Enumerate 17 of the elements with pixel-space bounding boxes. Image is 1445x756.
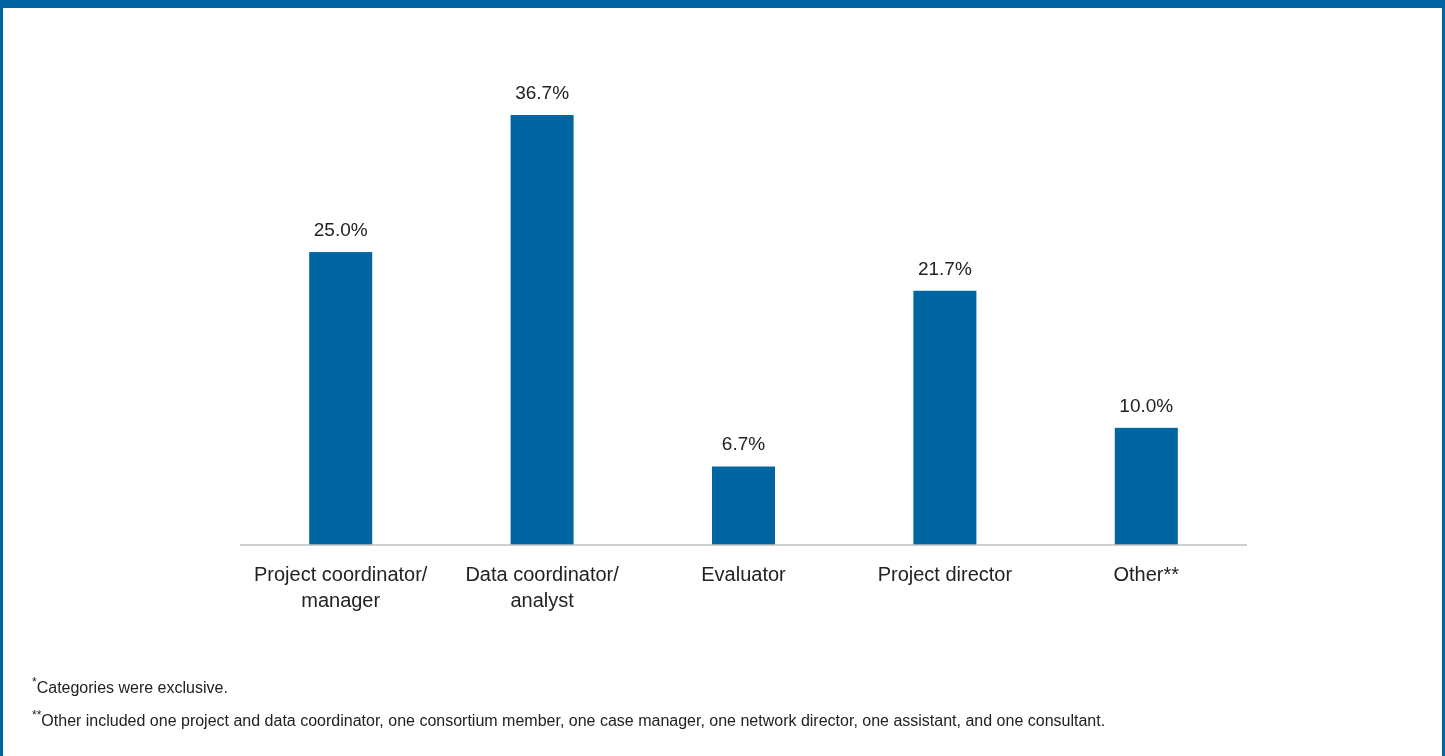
text: $^{**}$Other included one project and data coordinator, one consortium member, one case manager, one network director, one assistant, and one consultant.: [32, 708, 1106, 729]
bar: [510, 115, 574, 545]
data-label: 36.7%: [515, 82, 570, 103]
x-tick-label: Evaluator: [701, 563, 787, 585]
data-label: 25.0%: [313, 219, 368, 241]
bar: [712, 466, 775, 545]
x-tick-label: Project director: [877, 563, 1013, 585]
data-label: 10.0%: [1119, 394, 1174, 416]
data-label: 21.7%: [917, 257, 972, 279]
bar: [913, 290, 977, 545]
x-tick-label: Data coordinator/ analyst: [465, 563, 620, 611]
bar: [309, 252, 373, 545]
x-tick-label: Other**: [1113, 563, 1180, 585]
data-label: 6.7%: [721, 433, 766, 455]
text: $^{*}$Categories were exclusive.: [32, 675, 228, 696]
bar: [1114, 427, 1178, 545]
x-tick-label: Project coordinator/ manager: [253, 563, 428, 611]
